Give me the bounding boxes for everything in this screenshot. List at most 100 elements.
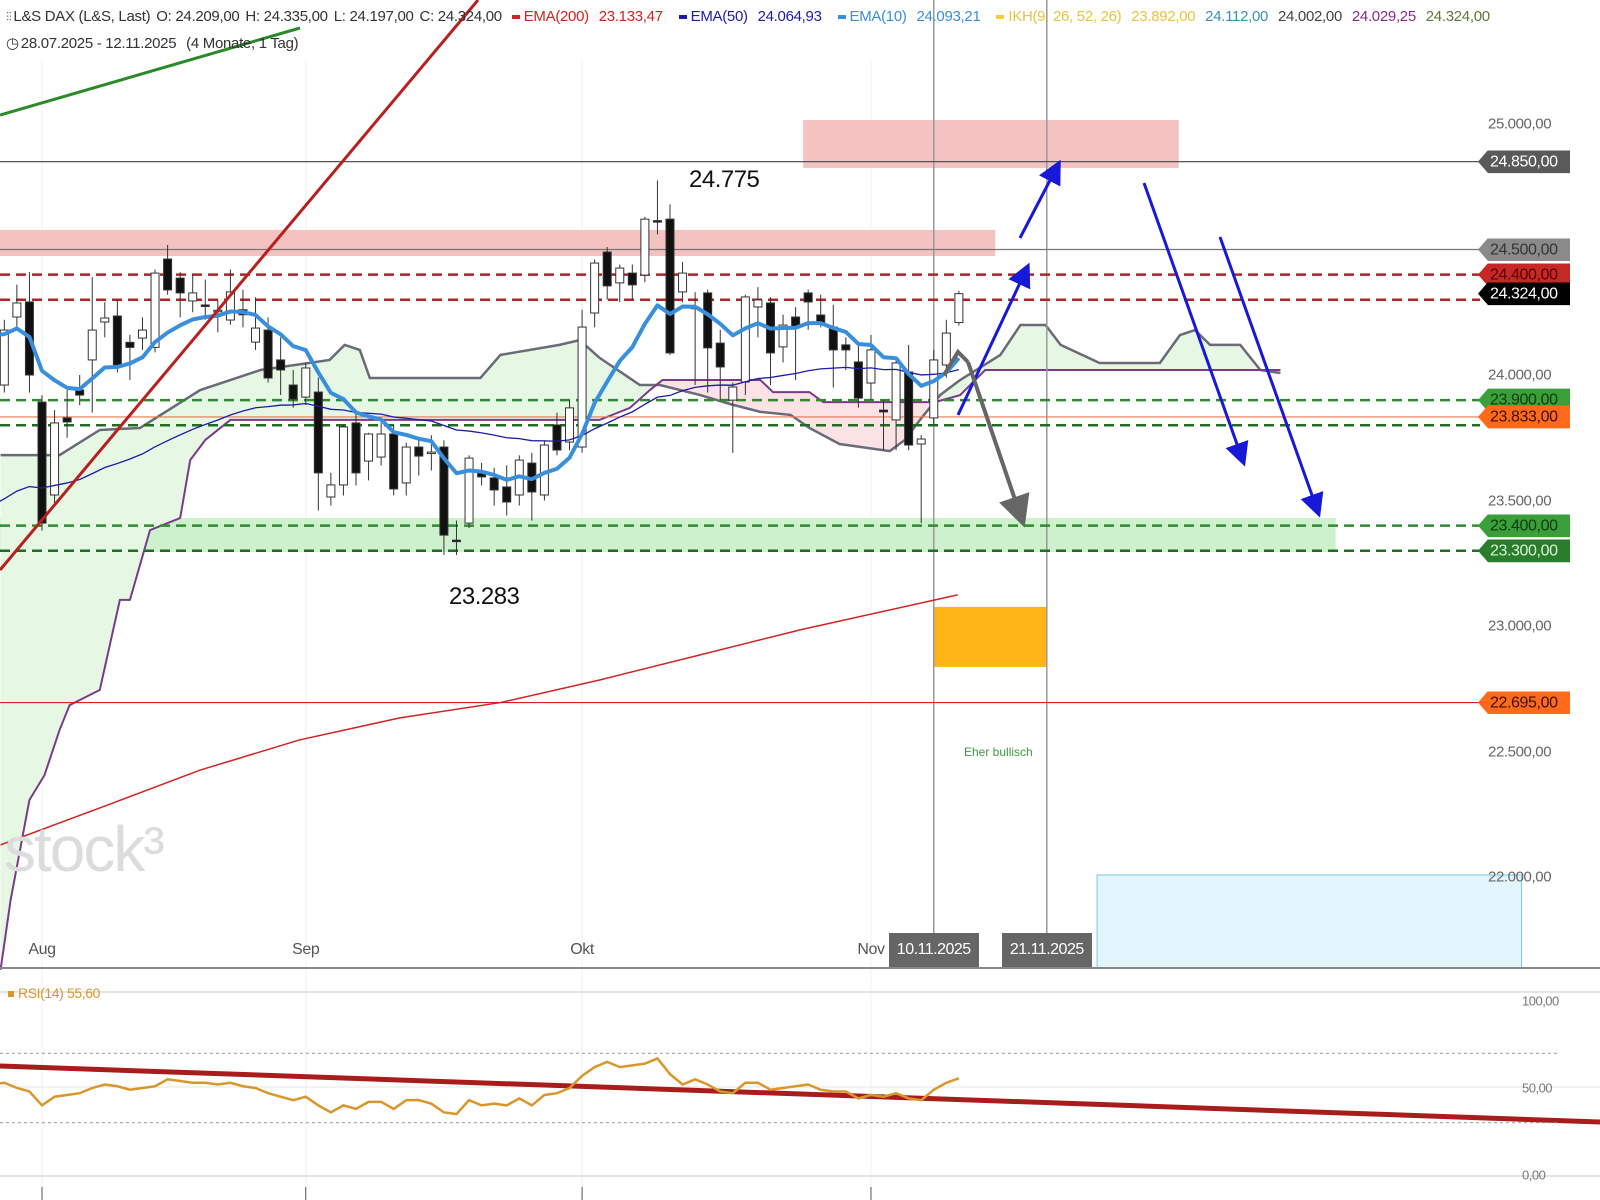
rsi-value: 55,60 [66, 985, 100, 1001]
candle-down [715, 342, 725, 368]
candle-up [338, 426, 348, 486]
open-value: O: 24.209,00 [156, 8, 240, 25]
ikh-value-2: 24.112,00 [1205, 8, 1269, 25]
symbol-name[interactable]: L&S DAX (L&S, Last) [13, 8, 151, 25]
candle-up [728, 386, 738, 401]
candle-down [703, 292, 713, 349]
legend-ema10[interactable]: EMA(10) 24.093,21 [837, 8, 987, 25]
price-tag-23833[interactable]: 23.833,00 [1478, 405, 1570, 429]
candle-down [652, 220, 662, 223]
price-tag-24300[interactable]: 24.324,00 [1478, 282, 1570, 306]
ema200-layer [0, 594, 958, 846]
ema200-line [0, 594, 958, 846]
candle-up [376, 433, 386, 458]
ema200-label: EMA(200) [523, 8, 589, 25]
y-label-23000: 23.000,00 [1488, 617, 1552, 635]
watermark-logo: stock³ [4, 813, 165, 885]
trendline-green[interactable] [0, 26, 301, 117]
rsi-legend[interactable]: RSI(14) 55,60 [8, 985, 100, 1001]
candle-up [251, 327, 261, 343]
resistance-zone [0, 229, 996, 257]
low-annotation: 23.283 [449, 583, 520, 610]
date-tag-21.11.2025[interactable]: 21.11.2025 [1001, 933, 1092, 967]
legend-ema50[interactable]: EMA(50) 24.064,93 [678, 8, 828, 25]
zones [0, 119, 1523, 969]
rsi-axis-label-100: 100,00 [1522, 993, 1559, 1009]
candle-down [439, 446, 449, 536]
cloud-bullish [0, 325, 1281, 970]
candle-up [364, 433, 374, 462]
legend-ema200[interactable]: EMA(200) 23.133,47 [511, 8, 669, 25]
price-tag-24850[interactable]: 24.850,00 [1478, 150, 1570, 174]
candle-up [778, 324, 788, 348]
candle-down [803, 292, 813, 303]
candle-down [602, 251, 612, 287]
price-tag-23300[interactable]: 23.300,00 [1478, 539, 1570, 563]
ema50-label: EMA(50) [690, 8, 748, 25]
bias-annotation: Eher bullisch [964, 745, 1033, 759]
candle-down [263, 329, 273, 379]
target-box [933, 606, 1047, 667]
arrow-down-gray[interactable] [966, 361, 1030, 528]
candles [0, 180, 964, 555]
candle-up [753, 299, 763, 308]
ema10-label: EMA(10) [849, 8, 907, 25]
candle-up [150, 272, 160, 348]
ema50-swatch-icon [678, 15, 687, 20]
rsi-axis-label-0: 0,00 [1522, 1167, 1546, 1183]
legend-ikh[interactable]: IKH(9, 26, 52, 26) 23.892,00 24.112,00 2… [996, 8, 1495, 25]
candle-up [401, 446, 411, 484]
candle-down [841, 344, 851, 351]
candle-up [891, 362, 901, 421]
rsi-line [0, 1056, 960, 1116]
support-zone [0, 518, 1336, 552]
candle-up [577, 326, 587, 448]
ema10-swatch-icon [837, 15, 846, 20]
ichimoku-cloud [0, 323, 1281, 971]
horizontal-levels [0, 0, 1480, 968]
candle-down [351, 422, 361, 474]
ikh-swatch-icon [996, 15, 1005, 20]
candle-down [552, 424, 562, 451]
candle-up [137, 329, 147, 339]
candle-down [163, 258, 173, 291]
candle-down [200, 304, 210, 307]
date-tag-10.11.2025[interactable]: 10.11.2025 [888, 933, 979, 967]
price-tag-24500[interactable]: 24.500,00 [1478, 238, 1570, 261]
candle-up [464, 457, 474, 524]
candle-up [954, 293, 964, 324]
x-label-nov: Nov [857, 941, 885, 958]
candle-down [451, 539, 461, 543]
drawings [0, 0, 1324, 571]
candle-icon: ⫶⫶ [6, 10, 12, 24]
arrow-down-1[interactable] [1142, 182, 1249, 467]
candle-down [276, 359, 286, 371]
ema-layer [0, 303, 961, 502]
y-label-25000: 25.000,00 [1488, 115, 1552, 133]
arrow-up-target[interactable] [1018, 159, 1061, 239]
candle-down [853, 361, 863, 399]
candle-down [389, 433, 399, 490]
arrow-down-2[interactable] [1218, 236, 1324, 518]
candle-down [489, 477, 499, 491]
y-label-24000: 24.000,00 [1488, 366, 1552, 384]
candle-down [62, 417, 72, 423]
rsi-trendline[interactable] [0, 1063, 1600, 1125]
zigzag-gray[interactable] [942, 348, 970, 377]
price-tag-24400[interactable]: 24.400,00 [1478, 263, 1570, 287]
low-value: L: 24.197,00 [333, 8, 414, 25]
candle-up [615, 267, 625, 284]
candle-up [326, 484, 336, 498]
arrow-up-short[interactable] [956, 262, 1031, 416]
price-tag-23400[interactable]: 23.400,00 [1478, 514, 1570, 538]
ikh-span-a-line [0, 323, 1281, 457]
candle-up [87, 329, 97, 361]
trendline-red[interactable] [0, 0, 480, 571]
candle-up [866, 349, 876, 384]
resistance-zone-upper [803, 119, 1179, 168]
y-label-23500: 23.500,00 [1488, 492, 1552, 509]
x-label-aug: Aug [28, 941, 56, 958]
price-tag-22695[interactable]: 22.695,00 [1478, 691, 1570, 715]
ema50-line [0, 366, 960, 502]
